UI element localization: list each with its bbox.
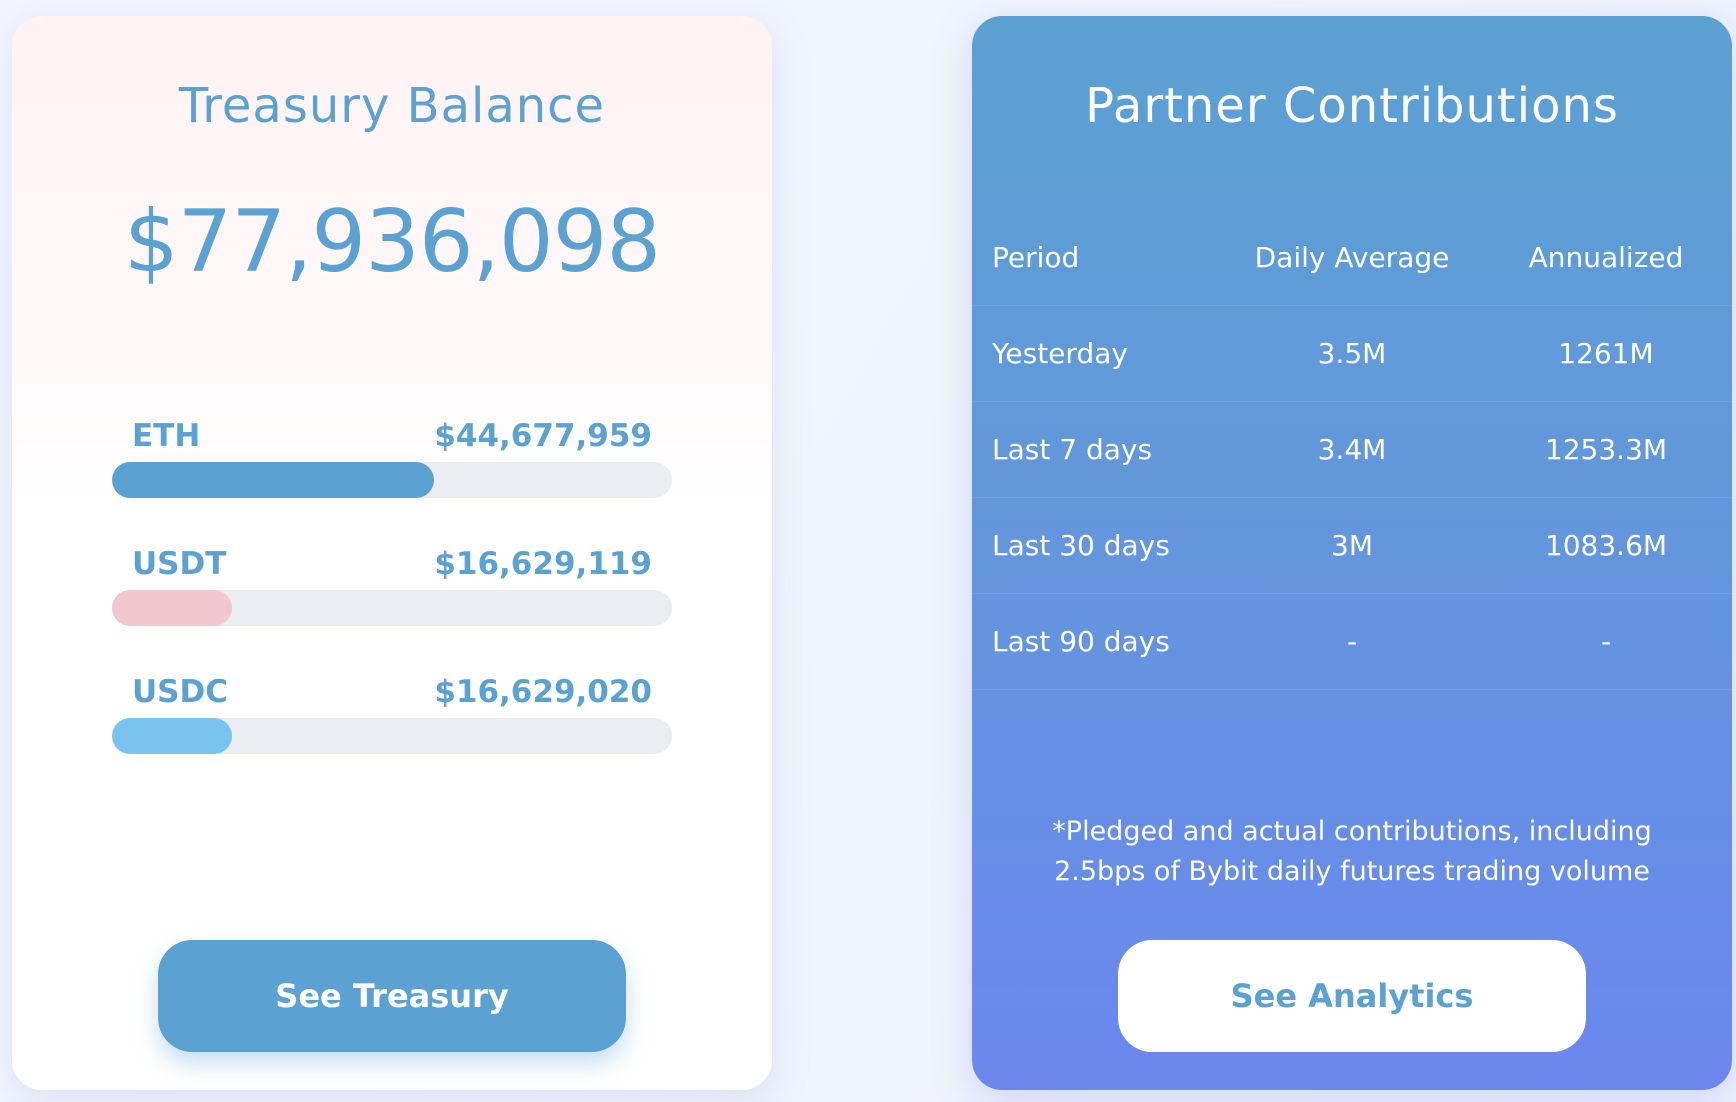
asset-value: $44,677,959 — [434, 418, 652, 454]
daily-average-cell: - — [1346, 625, 1358, 658]
footnote-line-1: *Pledged and actual contributions, inclu… — [1052, 816, 1652, 847]
asset-bar-track — [112, 718, 672, 754]
asset-value: $16,629,119 — [434, 546, 652, 582]
period-cell: Last 90 days — [992, 625, 1170, 658]
period-cell: Last 30 days — [992, 529, 1170, 562]
period-cell: Last 7 days — [992, 433, 1153, 466]
table-row: Last 90 days - - — [972, 594, 1732, 690]
table-row: Yesterday 3.5M 1261M — [972, 306, 1732, 402]
treasury-total-amount: $77,936,098 — [123, 192, 661, 292]
contributions-table: Period Daily Average Annualized Yesterda… — [972, 210, 1732, 690]
asset-name: USDC — [132, 674, 228, 710]
treasury-title: Treasury Balance — [178, 78, 606, 134]
partners-title: Partner Contributions — [1085, 78, 1619, 134]
table-header-row: Period Daily Average Annualized — [972, 210, 1732, 306]
table-row: Last 7 days 3.4M 1253.3M — [972, 402, 1732, 498]
see-analytics-button[interactable]: See Analytics — [1118, 940, 1586, 1052]
asset-name: ETH — [132, 418, 201, 454]
annualized-cell: 1083.6M — [1544, 529, 1668, 562]
asset-bar-fill — [112, 718, 233, 754]
annualized-cell: 1253.3M — [1544, 433, 1668, 466]
footnote-line-2: 2.5bps of Bybit daily futures trading vo… — [1054, 856, 1650, 887]
contributions-footnote: *Pledged and actual contributions, inclu… — [972, 812, 1732, 892]
asset-bar-track — [112, 462, 672, 498]
asset-bar-fill — [112, 462, 434, 498]
annualized-cell: - — [1600, 625, 1612, 658]
daily-average-cell: 3.4M — [1317, 433, 1387, 466]
period-cell: Yesterday — [992, 337, 1128, 370]
asset-usdt: USDT $16,629,119 — [112, 546, 672, 626]
column-header-annualized: Annualized — [1528, 241, 1684, 274]
asset-eth: ETH $44,677,959 — [112, 418, 672, 498]
column-header-daily-average: Daily Average — [1254, 241, 1450, 274]
see-treasury-button[interactable]: See Treasury — [158, 940, 626, 1052]
asset-bar-fill — [112, 590, 233, 626]
treasury-card: Treasury Balance $77,936,098 ETH $44,677… — [12, 16, 772, 1090]
daily-average-cell: 3M — [1331, 529, 1373, 562]
table-row: Last 30 days 3M 1083.6M — [972, 498, 1732, 594]
annualized-cell: 1261M — [1558, 337, 1654, 370]
column-header-period: Period — [992, 241, 1080, 274]
asset-usdc: USDC $16,629,020 — [112, 674, 672, 754]
partner-contributions-card: Partner Contributions Period Daily Avera… — [972, 16, 1732, 1090]
daily-average-cell: 3.5M — [1317, 337, 1387, 370]
asset-value: $16,629,020 — [434, 674, 652, 710]
asset-name: USDT — [132, 546, 227, 582]
asset-bar-track — [112, 590, 672, 626]
